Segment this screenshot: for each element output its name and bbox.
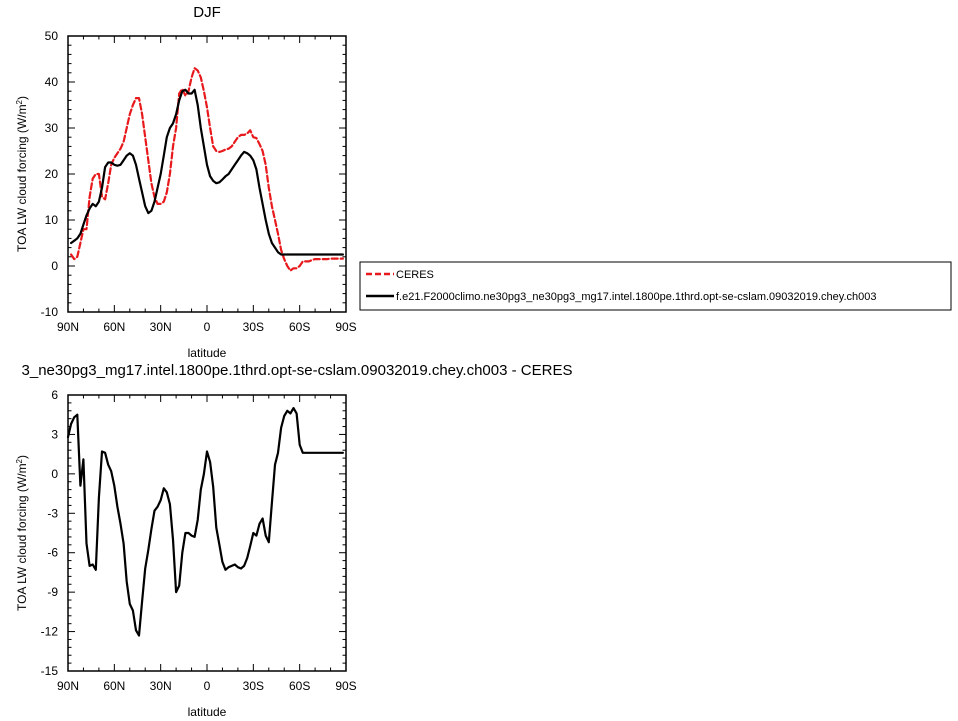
bottom-series-difference-line <box>66 407 344 637</box>
legend-label-model: f.e21.F2000climo.ne30pg3_ne30pg3_mg17.in… <box>396 291 876 303</box>
bottom-y-axis-title-sup: 2 <box>15 458 24 463</box>
bottom-axis-ticks: 90N 60N 30N 0 30S 60S 90S -15 -12 -9 -6 -3 0 3 6 <box>41 388 357 693</box>
bottom-x-tick-label: 90S <box>335 679 356 693</box>
top-x-axis-title: latitude <box>188 346 227 360</box>
legend-box <box>359 261 952 311</box>
top-axis-ticks: 90N 60N 30N 0 30S 60S 90S -10 0 10 20 30 40 50 <box>41 29 357 334</box>
top-y-axis-title: TOA LW cloud forcing (W/m2) <box>15 96 29 252</box>
bottom-panel: 3_ne30pg3_mg17.intel.1800pe.1thrd.opt-se… <box>15 362 572 719</box>
bottom-x-tick-label: 60N <box>103 679 125 693</box>
top-x-tick-label: 60N <box>103 320 125 334</box>
bottom-x-axis-title: latitude <box>188 705 227 719</box>
top-y-tick-label: 20 <box>45 167 59 181</box>
top-y-tick-label: 0 <box>51 259 58 273</box>
top-x-tick-label: 90N <box>57 320 79 334</box>
top-plot-title: DJF <box>193 4 221 21</box>
top-series-group <box>69 67 344 272</box>
bottom-x-tick-label: 0 <box>204 679 211 693</box>
top-y-tick-label: 10 <box>45 213 59 227</box>
top-y-tick-label: 50 <box>45 29 59 43</box>
bottom-y-axis-title: TOA LW cloud forcing (W/m2) <box>15 455 29 611</box>
top-y-axis-title-main: TOA LW cloud forcing (W/m <box>15 104 29 252</box>
top-y-tick-label: 30 <box>45 121 59 135</box>
bottom-x-tick-label: 90N <box>57 679 79 693</box>
bottom-y-axis-title-end: ) <box>15 455 29 459</box>
bottom-y-tick-label: 6 <box>51 388 58 402</box>
bottom-y-tick-label: 3 <box>51 427 58 441</box>
top-x-tick-label: 0 <box>204 320 211 334</box>
bottom-y-axis-title-main: TOA LW cloud forcing (W/m <box>15 463 29 611</box>
top-panel: DJF 90N 60N 30N 0 30S 60S 90S -10 0 10 20 30 40 50 la… <box>15 4 357 360</box>
top-y-tick-label: 40 <box>45 75 59 89</box>
top-x-tick-label: 30N <box>150 320 172 334</box>
top-y-axis-title-end: ) <box>15 96 29 100</box>
bottom-x-tick-label: 30S <box>243 679 264 693</box>
bottom-y-tick-label: 0 <box>51 467 58 481</box>
bottom-plot-title: 3_ne30pg3_mg17.intel.1800pe.1thrd.opt-se… <box>22 362 573 379</box>
top-x-tick-label: 60S <box>289 320 310 334</box>
bottom-plot-frame <box>67 394 347 672</box>
top-x-tick-label: 90S <box>335 320 356 334</box>
top-series-ceres-line <box>69 67 344 272</box>
top-series-model-line <box>69 88 344 256</box>
bottom-y-tick-label: -3 <box>47 506 58 520</box>
bottom-y-tick-label: -6 <box>47 546 58 560</box>
bottom-y-tick-label: -12 <box>41 625 59 639</box>
legend-label-ceres: CERES <box>396 269 434 281</box>
bottom-y-tick-label: -15 <box>41 664 59 678</box>
bottom-x-tick-label: 30N <box>150 679 172 693</box>
top-y-axis-title-sup: 2 <box>15 99 24 104</box>
bottom-x-tick-label: 60S <box>289 679 310 693</box>
bottom-series-group <box>66 407 344 637</box>
top-x-tick-label: 30S <box>243 320 264 334</box>
legend: CERES f.e21.F2000climo.ne30pg3_ne30pg3_m… <box>359 261 952 311</box>
bottom-y-tick-label: -9 <box>47 585 58 599</box>
top-y-tick-label: -10 <box>41 305 59 319</box>
